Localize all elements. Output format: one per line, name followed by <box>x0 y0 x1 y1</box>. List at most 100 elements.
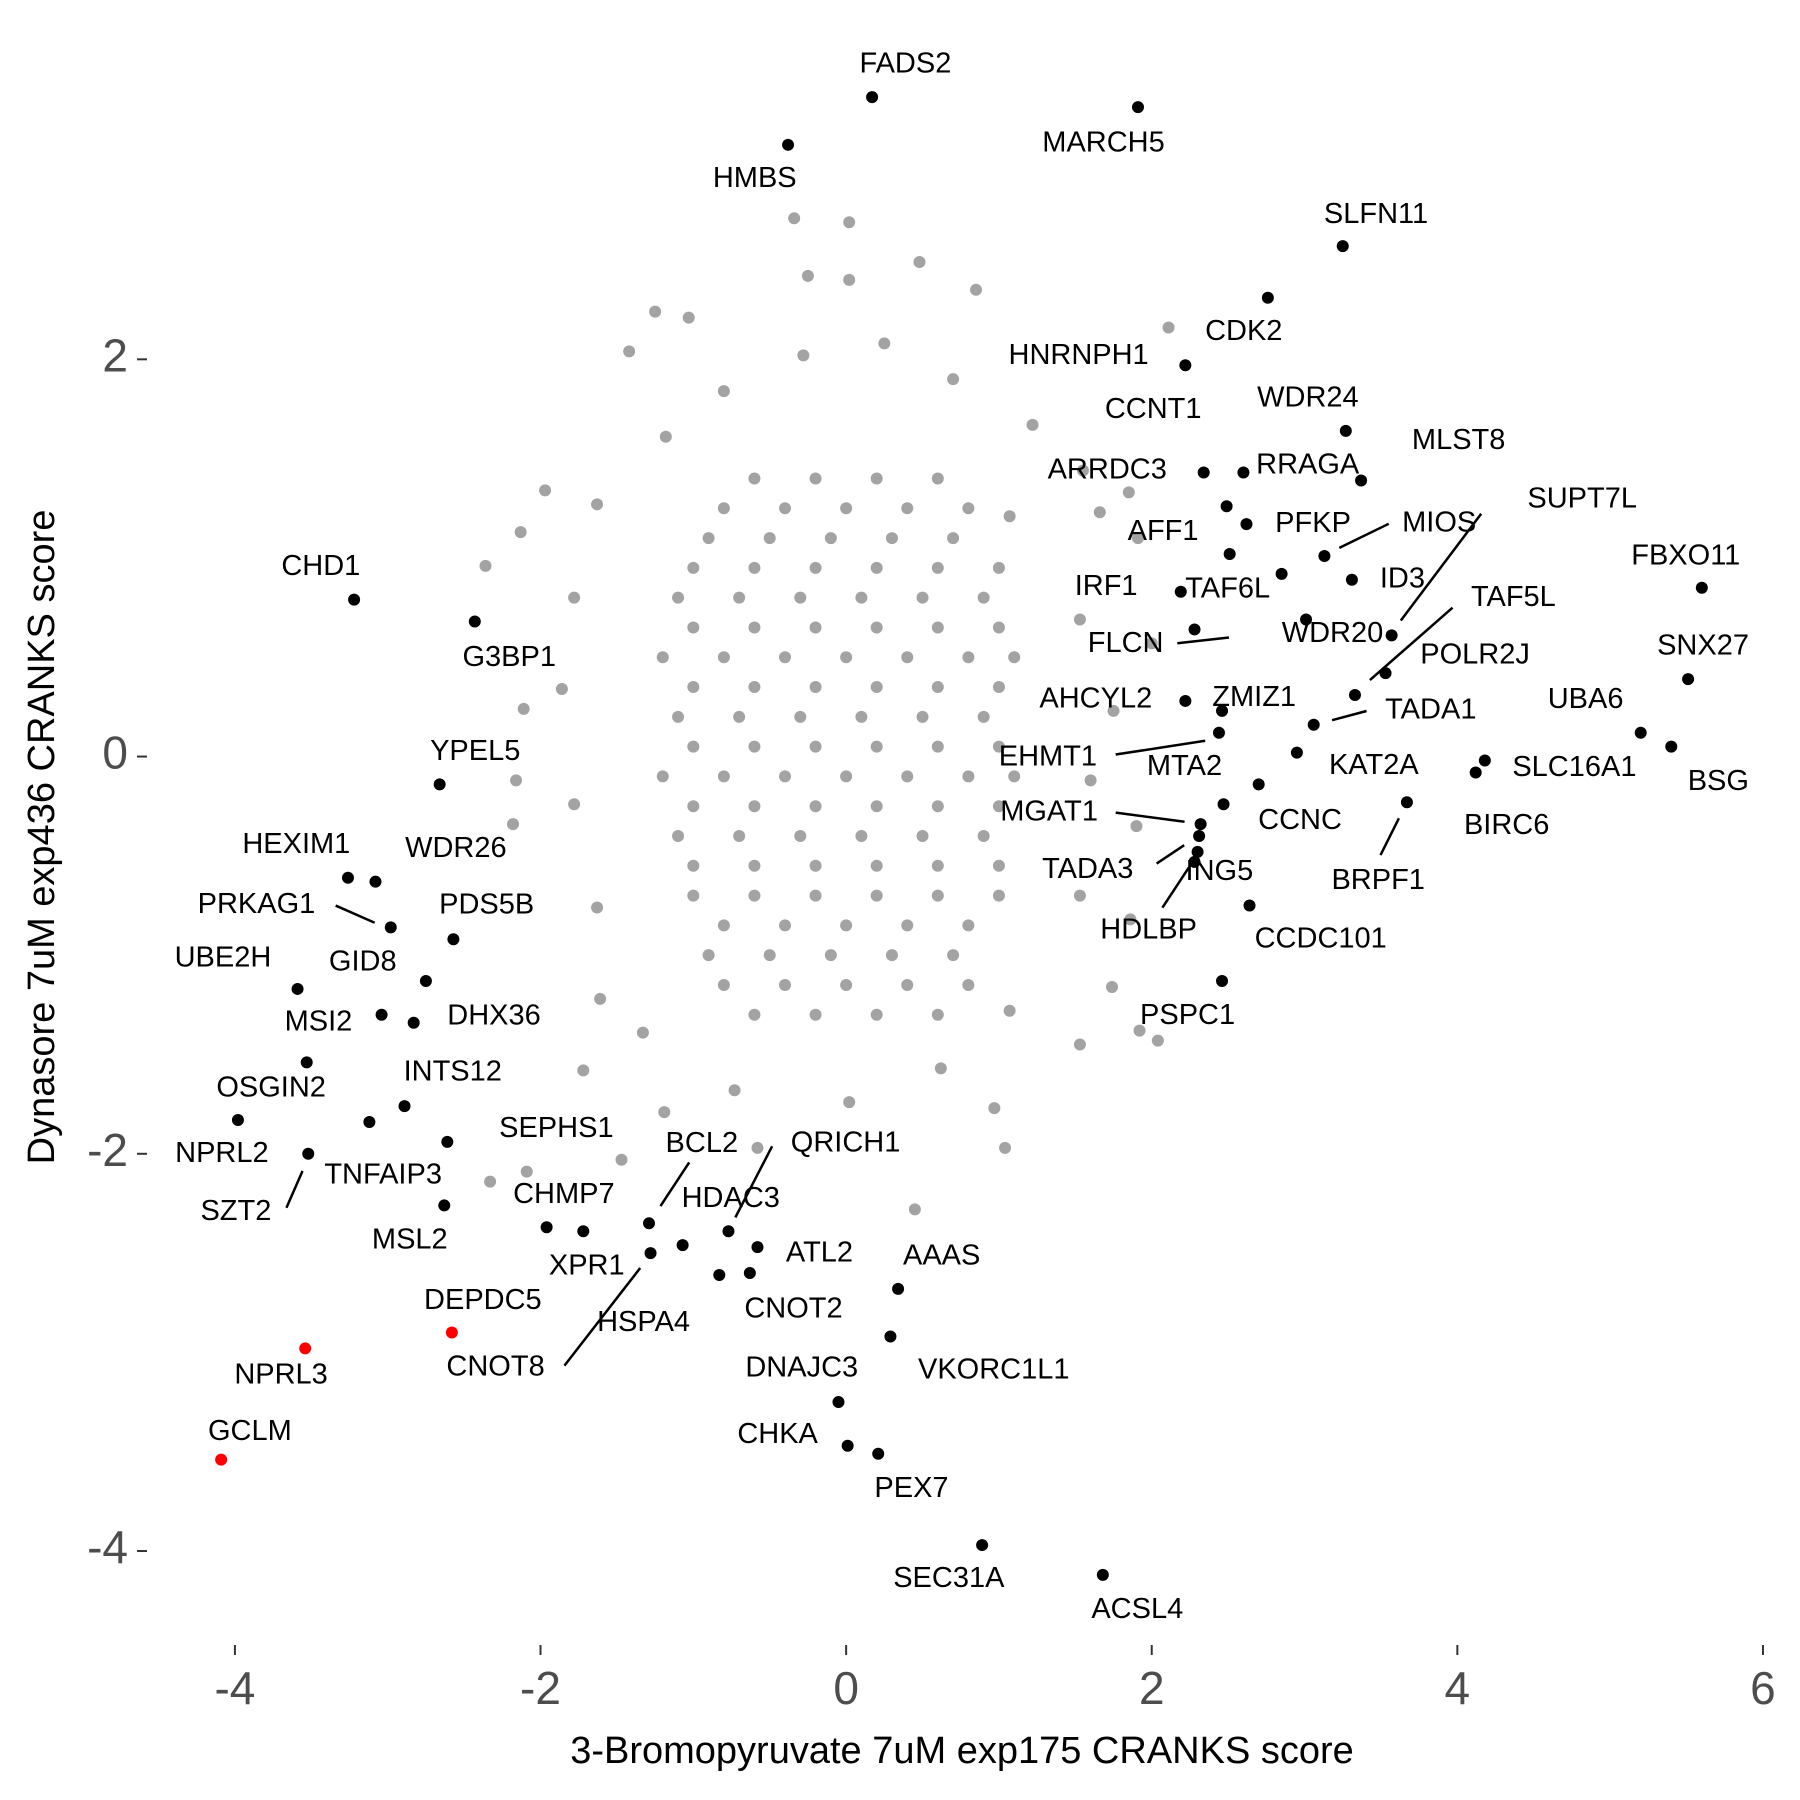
background-point <box>801 269 814 282</box>
labeled-point <box>375 1008 388 1021</box>
point-label: BRPF1 <box>1331 864 1424 896</box>
point-label: YPEL5 <box>430 735 520 767</box>
labeled-point <box>1216 974 1229 987</box>
background-point <box>809 472 822 485</box>
background-point <box>514 526 527 539</box>
background-point <box>733 710 746 723</box>
labeled-point <box>363 1116 376 1129</box>
background-point <box>870 472 883 485</box>
background-point <box>591 901 604 914</box>
background-point <box>779 651 792 664</box>
labeled-point <box>1174 585 1187 598</box>
point-label: SEPHS1 <box>499 1112 613 1144</box>
background-point <box>591 498 604 511</box>
label-connector <box>1161 866 1190 909</box>
labeled-point <box>1290 746 1303 759</box>
background-point <box>809 1008 822 1021</box>
background-point <box>916 830 929 843</box>
point-label: KAT2A <box>1329 749 1419 781</box>
background-point <box>931 800 944 813</box>
background-point <box>656 651 669 664</box>
point-label: SNX27 <box>1657 630 1749 662</box>
labeled-point <box>1695 581 1708 594</box>
background-point <box>1084 774 1097 787</box>
background-point <box>779 978 792 991</box>
point-label: SLFN11 <box>1324 198 1428 230</box>
background-point <box>1093 506 1106 519</box>
background-point <box>1073 889 1086 902</box>
labeled-point <box>1665 740 1678 753</box>
label-connector <box>1177 636 1230 645</box>
background-point <box>992 561 1005 574</box>
background-point <box>840 770 853 783</box>
point-label: CHKA <box>737 1418 818 1450</box>
labeled-point <box>976 1539 989 1552</box>
x-tick-label: -4 <box>214 1662 255 1714</box>
label-connector <box>659 1161 691 1207</box>
labeled-point <box>892 1282 905 1295</box>
labeled-point <box>1188 623 1201 636</box>
labeled-point <box>841 1439 854 1452</box>
background-point <box>901 978 914 991</box>
background-point <box>748 681 761 694</box>
y-axis-title: Dynasore 7uM exp436 CRANKS score <box>21 510 63 1165</box>
y-tick-label: -2 <box>87 1124 128 1176</box>
point-label: AFF1 <box>1128 515 1199 547</box>
labeled-point <box>1179 359 1192 372</box>
point-label: SUPT7L <box>1527 483 1637 515</box>
background-point <box>717 770 730 783</box>
background-point <box>763 949 776 962</box>
point-label: TADA1 <box>1385 694 1476 726</box>
background-point <box>1026 418 1039 431</box>
background-point <box>962 770 975 783</box>
labeled-point <box>1131 101 1144 114</box>
labeled-point <box>1318 549 1331 562</box>
background-point <box>962 919 975 932</box>
point-label: HSPA4 <box>597 1306 690 1338</box>
background-point <box>913 256 926 269</box>
background-point <box>1107 704 1120 717</box>
label-connector <box>285 1170 304 1209</box>
background-point <box>748 1008 761 1021</box>
labeled-point <box>1469 766 1482 779</box>
labeled-point <box>1179 694 1192 707</box>
labeled-point <box>1193 830 1206 843</box>
label-connector <box>335 904 376 924</box>
labeled-point <box>231 1114 244 1127</box>
background-point <box>687 621 700 634</box>
background-point <box>794 830 807 843</box>
background-point <box>901 770 914 783</box>
background-point <box>794 710 807 723</box>
background-point <box>1076 464 1089 477</box>
labeled-point <box>369 875 382 888</box>
point-label: CHMP7 <box>513 1178 615 1210</box>
background-point <box>687 561 700 574</box>
background-point <box>1073 1038 1086 1051</box>
background-point <box>687 681 700 694</box>
background-point <box>751 1141 764 1154</box>
background-point <box>988 1102 1001 1115</box>
background-point <box>717 919 730 932</box>
point-label: VKORC1L1 <box>918 1354 1070 1386</box>
labeled-point <box>300 1056 313 1069</box>
labeled-point <box>743 1266 756 1279</box>
point-label: POLR2J <box>1420 639 1530 671</box>
background-point <box>623 345 636 358</box>
background-point <box>809 681 822 694</box>
background-point <box>1133 1024 1146 1037</box>
background-point <box>809 621 822 634</box>
background-point <box>947 373 960 386</box>
point-label: MSI2 <box>285 1005 353 1037</box>
background-point <box>672 710 685 723</box>
background-point <box>885 949 898 962</box>
point-label: G3BP1 <box>462 641 556 673</box>
point-label: HDAC3 <box>682 1182 780 1214</box>
background-point <box>1003 510 1016 523</box>
point-label: CNOT2 <box>744 1292 842 1324</box>
y-tick-label: 0 <box>102 727 128 779</box>
background-point <box>855 710 868 723</box>
background-point <box>748 561 761 574</box>
labeled-point <box>577 1225 590 1238</box>
background-point <box>479 559 492 572</box>
background-point <box>672 591 685 604</box>
